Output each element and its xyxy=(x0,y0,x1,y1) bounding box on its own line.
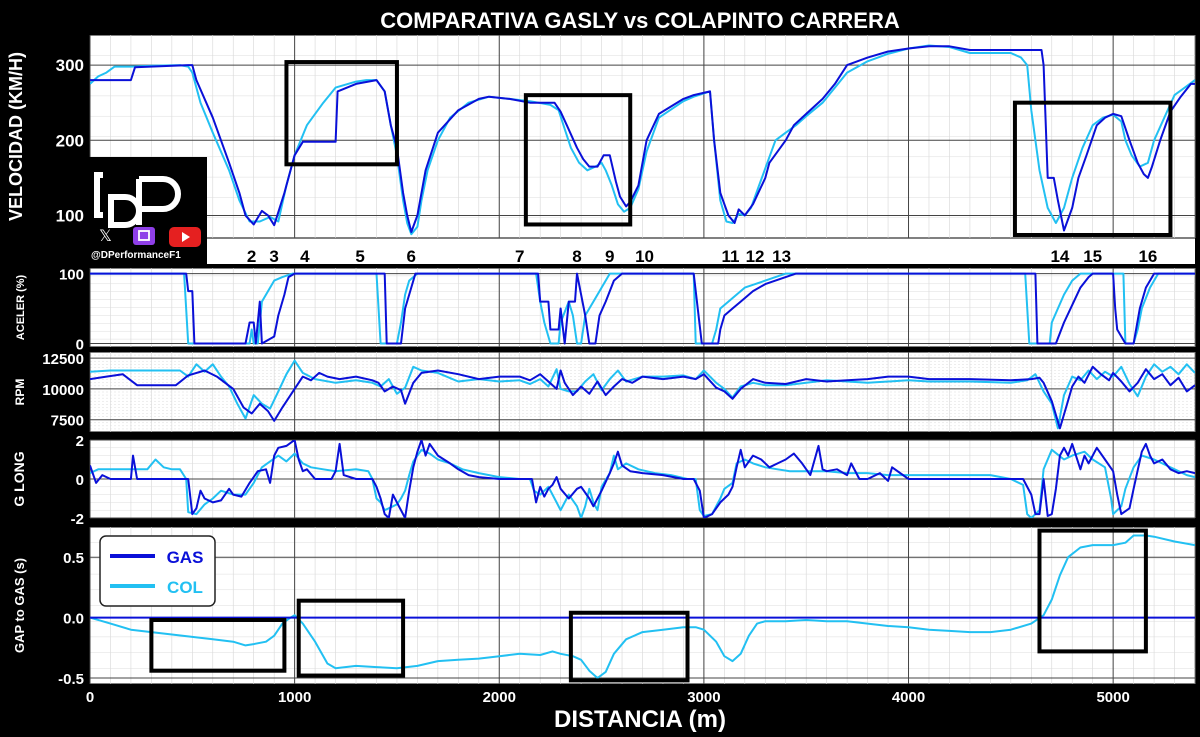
youtube-icon xyxy=(169,227,201,247)
corner-label: 12 xyxy=(746,247,765,266)
x-tick-label: 1000 xyxy=(278,689,311,706)
highlight-box xyxy=(296,598,406,678)
brand-handle: @DPerformanceF1 xyxy=(91,250,181,261)
x-tick-label: 0 xyxy=(86,689,94,706)
series-line-gas xyxy=(90,272,1195,345)
y-tick-label: 100 xyxy=(56,206,84,225)
series-line-gas xyxy=(90,45,1195,233)
corner-label: 4 xyxy=(300,247,310,266)
corner-label: 7 xyxy=(515,247,524,266)
legend-label-gas: GAS xyxy=(167,548,204,567)
corner-label: 13 xyxy=(772,247,791,266)
corner-label: 11 xyxy=(721,247,739,266)
corner-label: 16 xyxy=(1138,247,1157,266)
series-line-gas xyxy=(90,440,1195,518)
y-tick-label: 12500 xyxy=(42,351,84,368)
x-axis-label: DISTANCIA (m) xyxy=(554,706,726,733)
corner-label: 10 xyxy=(635,247,654,266)
chart-title: COMPARATIVA GASLY vs COLAPINTO CARRERA xyxy=(380,8,900,33)
y-tick-label: 2 xyxy=(76,433,84,450)
y-tick-label: 0 xyxy=(76,472,84,489)
y-axis-label: ACELER (%) xyxy=(15,274,27,340)
x-tick-label: 4000 xyxy=(892,689,925,706)
corner-label: 14 xyxy=(1050,247,1069,266)
corner-label: 3 xyxy=(269,247,278,266)
series-line-gas xyxy=(90,365,1195,430)
y-tick-label: 300 xyxy=(56,56,84,75)
y-axis-label: GAP to GAS (s) xyxy=(12,558,27,653)
highlight-box xyxy=(1037,528,1148,654)
corner-label: 5 xyxy=(355,247,364,266)
y-axis-label: RPM xyxy=(13,379,27,406)
highlight-box xyxy=(1012,100,1173,237)
x-social-icon: 𝕏 xyxy=(99,226,112,245)
corner-label: 8 xyxy=(572,247,581,266)
series-line-col xyxy=(90,534,1195,679)
corner-label: 2 xyxy=(247,247,256,266)
panel-2: 0 100 ACELER (%) xyxy=(15,267,1196,354)
y-tick-label: 10000 xyxy=(42,382,84,399)
series-line-col xyxy=(90,272,1195,345)
y-tick-label: -2 xyxy=(71,511,84,528)
panel-5: -0.5 0.0 0.5 GAP to GAS (s) 0 1000 2000 3000 400… xyxy=(12,526,1196,706)
x-tick-label: 2000 xyxy=(483,689,516,706)
corner-label: 6 xyxy=(407,247,416,266)
y-tick-label: -0.5 xyxy=(58,671,84,688)
legend-frame xyxy=(99,535,216,607)
y-tick-label: 0 xyxy=(76,337,84,354)
highlight-box xyxy=(149,617,287,673)
y-tick-label: 0.0 xyxy=(63,611,84,628)
brand-logo: 𝕏 xyxy=(89,157,207,252)
legend: GAS COL xyxy=(99,535,216,607)
svg-text:𝕏: 𝕏 xyxy=(99,226,112,245)
x-tick-label: 3000 xyxy=(687,689,720,706)
dp-monogram-icon xyxy=(94,172,181,228)
y-tick-label: 7500 xyxy=(51,413,84,430)
highlight-box xyxy=(523,93,633,227)
y-tick-label: 0.5 xyxy=(63,550,84,567)
highlight-box xyxy=(284,60,399,167)
highlight-box xyxy=(568,610,690,683)
y-tick-label: 200 xyxy=(56,131,84,150)
y-tick-label: 100 xyxy=(59,267,84,284)
brand-logo-panel: 𝕏 @DPerformanceF1 xyxy=(89,157,207,267)
series-line-col xyxy=(90,359,1195,430)
x-tick-label: 5000 xyxy=(1096,689,1129,706)
panel-3: 7500 10000 12500 RPM xyxy=(13,351,1196,433)
corner-label: 9 xyxy=(605,247,614,266)
legend-label-col: COL xyxy=(167,578,203,597)
y-axis-label: VELOCIDAD (KM/H) xyxy=(6,52,26,221)
panel-1: 100 200 300 VELOCIDAD (KM/H) 2 3 4 5 6 7 8 9 10 11 12 1… xyxy=(6,34,1196,266)
panel-4: -2 0 2 G LONG xyxy=(11,433,1196,528)
corner-label: 15 xyxy=(1083,247,1102,266)
y-axis-label: G LONG xyxy=(11,451,27,506)
corner-labels: 2 3 4 5 6 7 8 9 10 11 12 13 14 15 16 xyxy=(247,247,1157,266)
corner-label-band xyxy=(90,238,1195,264)
twitch-icon xyxy=(133,227,155,245)
